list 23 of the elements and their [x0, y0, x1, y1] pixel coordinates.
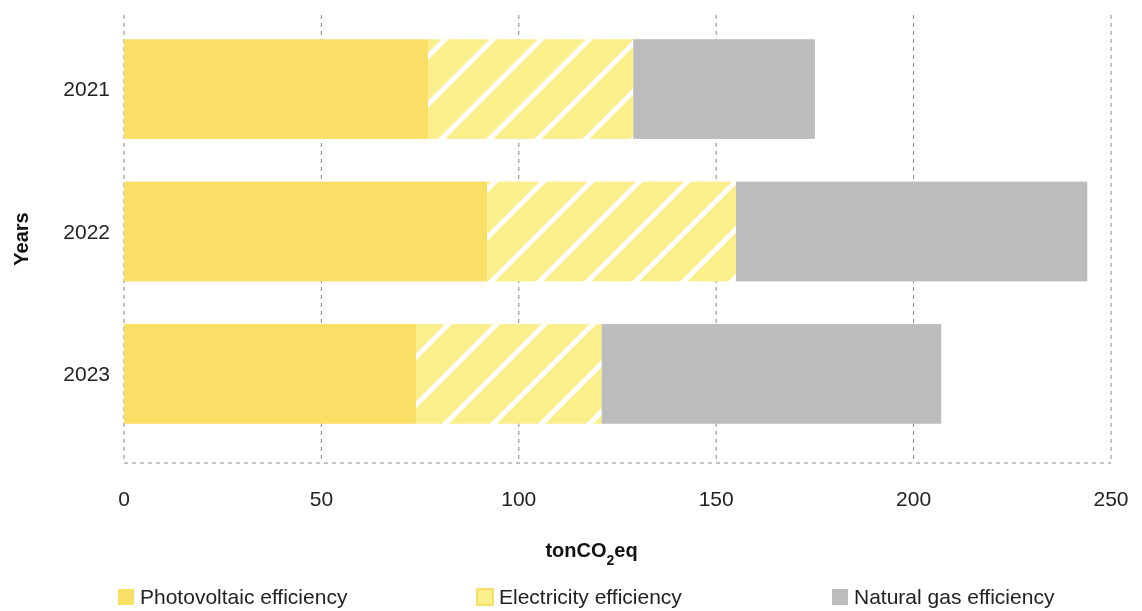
- bar: [428, 39, 634, 139]
- bar: [124, 181, 488, 282]
- y-tick-label: 2022: [63, 219, 110, 243]
- legend-label: Electricity efficiency: [499, 585, 683, 609]
- x-tick-label: 50: [309, 487, 334, 510]
- y-tick-label: 2021: [63, 77, 110, 101]
- x-tick-label: 100: [501, 487, 537, 510]
- bar: [416, 324, 602, 424]
- bar: [633, 39, 815, 139]
- x-axis-title: tonCO$_{2}$eq: [545, 539, 638, 568]
- x-tick-label: 250: [1093, 487, 1129, 510]
- bar: [601, 324, 942, 424]
- bar: [735, 181, 1088, 282]
- x-tick-label: 200: [896, 487, 932, 510]
- bar: [487, 181, 736, 282]
- legend-label: Photovoltaic efficiency: [140, 585, 348, 609]
- legend-label: Natural gas efficiency: [854, 585, 1055, 609]
- x-tick-label: 150: [698, 487, 734, 510]
- y-axis-title: Years: [10, 212, 32, 266]
- bar: [124, 324, 417, 424]
- bar: [124, 39, 428, 139]
- x-tick-label: 0: [118, 487, 130, 510]
- y-tick-label: 2023: [63, 362, 110, 386]
